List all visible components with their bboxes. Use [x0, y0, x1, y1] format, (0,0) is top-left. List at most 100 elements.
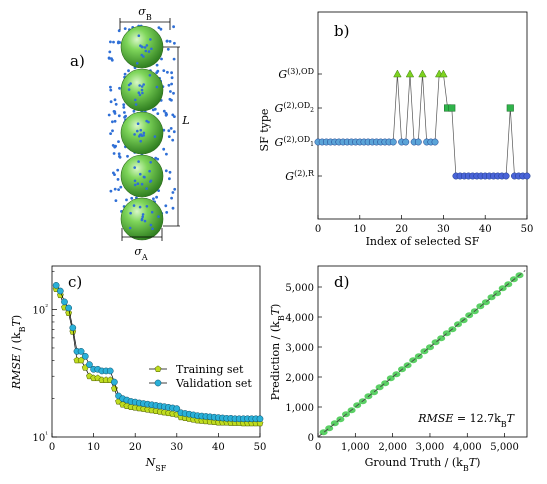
validation-point: [77, 348, 85, 355]
solvent-particle: [169, 126, 173, 130]
surface-particle: [144, 49, 148, 53]
solvent-particle: [165, 39, 169, 43]
solvent-particle: [117, 140, 120, 144]
y-tick-label: 4,000: [285, 313, 314, 324]
solvent-particle: [171, 206, 175, 210]
solvent-particle: [118, 155, 122, 159]
panel-d-parity-chart: d) 0 1,000 2,000 3,000 4,000 5,000 0 1,000 2,000 3…: [269, 265, 528, 473]
solvent-particle: [166, 70, 169, 74]
surface-particle: [133, 183, 137, 187]
sigma-b-label: σB: [138, 5, 152, 22]
solvent-particle: [119, 185, 123, 189]
surface-particle: [134, 98, 137, 102]
solvent-particle: [118, 86, 121, 90]
x-axis-label: Index of selected SF: [366, 235, 480, 248]
surface-particle: [136, 122, 140, 125]
solvent-particle: [168, 170, 172, 174]
surface-particle: [127, 88, 131, 91]
x-tick-label: 5,000: [490, 442, 519, 453]
sf-marker-point: [402, 138, 410, 146]
solvent-particle: [159, 27, 163, 31]
solvent-particle: [170, 76, 174, 80]
solvent-particle: [172, 57, 176, 61]
surface-particle: [137, 160, 140, 163]
surface-particle: [139, 128, 143, 132]
y-tick-label: 3,000: [285, 343, 314, 354]
validation-point: [111, 378, 118, 386]
validation-point: [86, 361, 93, 368]
x-tick-label: 4,000: [453, 442, 482, 453]
surface-particle: [133, 166, 136, 169]
panel-a-model-illustration: σB σA L: [107, 5, 190, 262]
solvent-particle: [117, 188, 120, 192]
solvent-particle: [168, 97, 172, 101]
solvent-particle: [162, 109, 166, 113]
y-category-label: G(3),OD: [278, 67, 314, 82]
surface-particle: [149, 179, 153, 183]
surface-particle: [145, 187, 148, 190]
solvent-particle: [112, 152, 116, 155]
solvent-particle: [155, 71, 159, 74]
surface-particle: [141, 91, 144, 95]
surface-particle: [138, 135, 141, 138]
surface-particle: [140, 53, 144, 57]
surface-particle: [145, 44, 149, 47]
x-tick-label: 20: [129, 442, 142, 453]
solvent-particle: [162, 69, 166, 72]
solvent-particle: [107, 113, 111, 117]
solvent-particle: [123, 72, 127, 76]
solvent-particle: [117, 152, 121, 156]
solvent-particle: [126, 154, 129, 158]
surface-particle: [153, 135, 157, 138]
solvent-particle: [109, 85, 112, 89]
panel-d-label: d): [334, 273, 349, 291]
surface-particle: [150, 210, 154, 214]
x-tick-label: 40: [479, 224, 492, 235]
x-tick-label: 30: [437, 224, 450, 235]
sf-marker-point: [418, 69, 427, 78]
surface-particle: [133, 133, 136, 136]
solvent-particle: [132, 109, 136, 113]
solvent-particle: [153, 107, 157, 111]
surface-particle: [138, 84, 141, 87]
x-tick-label: 10: [87, 442, 100, 453]
surface-particle: [136, 182, 140, 185]
solvent-particle: [109, 189, 113, 193]
surface-particle: [141, 215, 144, 219]
surface-particle: [140, 45, 144, 49]
solvent-particle: [113, 173, 116, 177]
solvent-particle: [113, 119, 117, 123]
solvent-particle: [155, 195, 159, 199]
solvent-particle: [111, 120, 114, 124]
surface-particle: [127, 83, 131, 87]
panel-c-frame: [51, 265, 261, 438]
surface-particle: [140, 88, 144, 92]
solvent-particle: [152, 197, 155, 201]
sf-marker-point: [502, 172, 510, 180]
validation-point: [69, 324, 77, 332]
sf-selection-line: [318, 73, 527, 177]
surface-particle: [132, 204, 136, 207]
y-tick-label: 2,000: [285, 373, 314, 384]
solvent-particle: [117, 114, 121, 118]
surface-particle: [140, 182, 144, 186]
surface-particle: [142, 83, 145, 86]
surface-particle: [128, 226, 132, 230]
solvent-particle: [122, 103, 126, 106]
solvent-particle: [171, 138, 175, 142]
bead-sphere: [120, 111, 164, 155]
surface-particle: [134, 103, 138, 106]
solvent-particle: [130, 196, 134, 200]
y-category-label: G(2),OD2: [275, 101, 315, 116]
x-tick-label: 2,000: [378, 442, 407, 453]
surface-particle: [143, 46, 147, 49]
surface-particle: [150, 47, 153, 51]
surface-particle: [149, 38, 152, 41]
legend-label-training: Training set: [176, 363, 244, 376]
surface-particle: [148, 74, 152, 77]
surface-particle: [136, 129, 139, 133]
legend-marker-validation: [154, 379, 162, 387]
solvent-particle: [167, 135, 171, 139]
solvent-particle: [172, 91, 175, 95]
